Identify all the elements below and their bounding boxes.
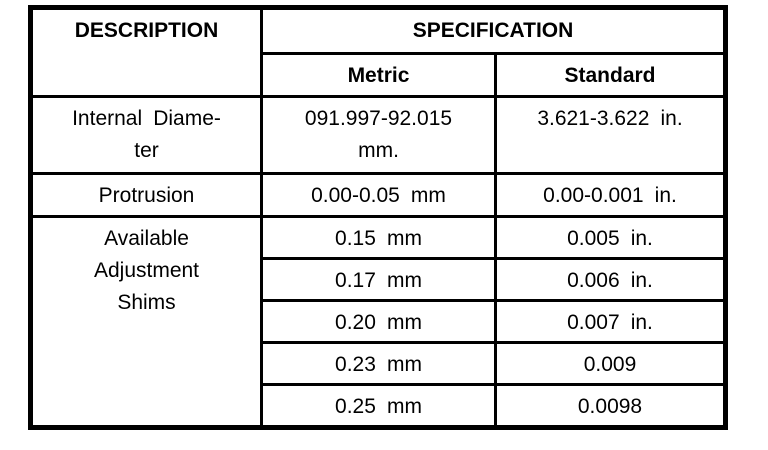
internal-diameter-label-line1: Internal Diame-: [72, 107, 221, 130]
shim-4-metric-value: 0.23 mm: [260, 341, 497, 386]
available-adjustment-shims-label: Available Adjustment Shims: [29, 215, 263, 429]
shim-2-standard-value: 0.006 in.: [494, 257, 727, 302]
shim-2-metric-value: 0.17 mm: [260, 257, 497, 302]
metric-column-header: Metric: [260, 52, 497, 98]
table-row-shim-5: 0.25 mm 0.0098: [31, 383, 727, 429]
shim-4-standard-value: 0.009: [494, 341, 727, 386]
table-row-shim-1: Available Adjustment Shims 0.15 mm 0.005…: [29, 215, 727, 429]
table-row-shim-4: 0.23 mm 0.009: [31, 341, 727, 386]
internal-diameter-label-line2: ter: [134, 139, 159, 162]
internal-diameter-standard-value: 3.621-3.622 in.: [494, 95, 727, 175]
specification-table: DESCRIPTION SPECIFICATION Metric Standar…: [28, 5, 728, 430]
table-row-shim-3: 0.20 mm 0.007 in.: [31, 299, 727, 344]
internal-diameter-metric-line1: 091.997-92.015: [304, 107, 453, 130]
standard-column-header: Standard: [494, 52, 727, 98]
shims-label-line3: Shims: [117, 291, 176, 314]
shim-3-metric-value: 0.20 mm: [260, 299, 497, 344]
internal-diameter-metric-line2: mm.: [358, 139, 399, 162]
shim-1-standard-value: 0.005 in.: [494, 215, 727, 260]
table-row-internal-diameter: Internal Diame- ter 091.997-92.015 mm. 3…: [29, 95, 727, 175]
header-row-specification: DESCRIPTION SPECIFICATION: [29, 6, 727, 98]
shim-5-metric-value: 0.25 mm: [260, 383, 497, 429]
protrusion-standard-value: 0.00-0.001 in.: [494, 172, 727, 218]
table-row-shim-2: 0.17 mm 0.006 in.: [31, 257, 727, 302]
shim-3-standard-value: 0.007 in.: [494, 299, 727, 344]
shims-label-line2: Adjustment: [93, 259, 200, 282]
internal-diameter-metric-value: 091.997-92.015 mm.: [260, 95, 497, 175]
shims-label-line1: Available: [104, 227, 189, 250]
description-column-header: DESCRIPTION: [29, 6, 263, 98]
internal-diameter-label: Internal Diame- ter: [29, 95, 263, 175]
table-row-protrusion: Protrusion 0.00-0.05 mm 0.00-0.001 in.: [29, 172, 727, 218]
protrusion-metric-value: 0.00-0.05 mm: [260, 172, 497, 218]
protrusion-label: Protrusion: [29, 172, 263, 218]
shim-5-standard-value: 0.0098: [494, 383, 727, 429]
header-row-units: Metric Standard: [31, 52, 727, 98]
shim-1-metric-value: 0.15 mm: [260, 215, 497, 260]
specification-column-header: SPECIFICATION: [260, 6, 727, 55]
